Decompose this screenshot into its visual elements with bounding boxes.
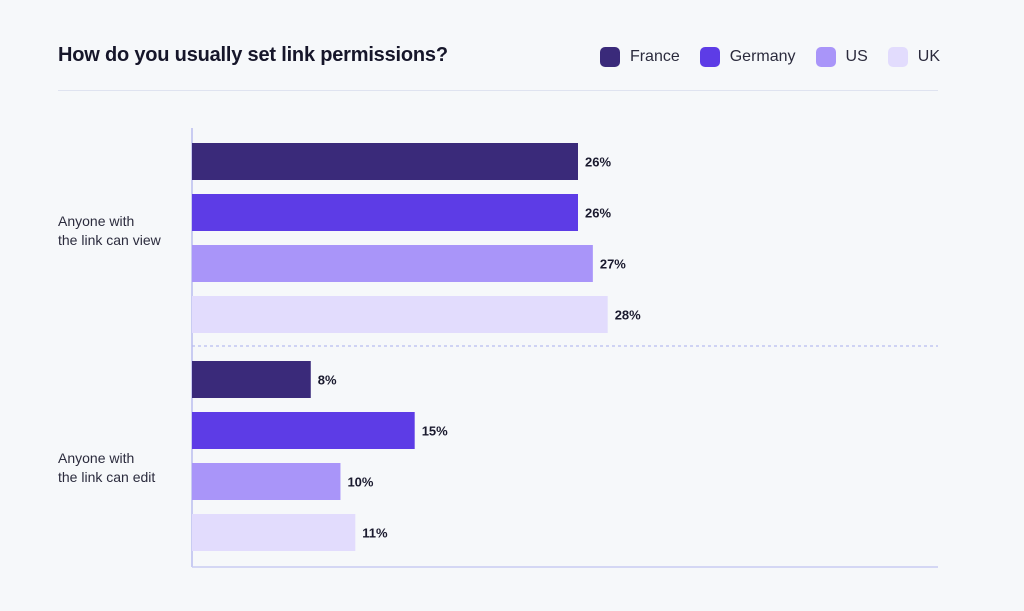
bar-edit-us	[192, 463, 341, 500]
legend-label-us: US	[845, 48, 868, 65]
data-label-edit-uk: 11%	[362, 526, 388, 541]
category-label-view: Anyone with the link can view	[58, 212, 178, 250]
category-label-edit: Anyone with the link can edit	[58, 449, 178, 487]
category-label-edit-line1: Anyone with	[58, 450, 135, 466]
bar-edit-germany	[192, 412, 415, 449]
legend-item-germany: Germany	[699, 47, 796, 67]
legend-swatch-germany	[699, 47, 720, 67]
data-label-view-france: 26%	[585, 155, 611, 170]
bar-edit-uk	[192, 514, 356, 551]
data-label-edit-france: 8%	[318, 373, 337, 388]
data-label-view-germany: 26%	[585, 206, 611, 221]
legend: France Germany US UK	[580, 47, 940, 67]
header-divider	[58, 90, 938, 91]
category-label-view-line1: Anyone with	[58, 213, 135, 229]
bar-edit-france	[192, 361, 311, 398]
legend-label-germany: Germany	[729, 48, 796, 65]
legend-swatch-us	[815, 47, 836, 67]
bar-view-france	[192, 143, 578, 180]
bar-view-us	[192, 245, 593, 282]
category-label-view-line2: the link can view	[58, 232, 161, 248]
bar-view-germany	[192, 194, 578, 231]
legend-item-uk: UK	[887, 47, 940, 67]
legend-item-france: France	[599, 47, 680, 67]
bar-view-uk	[192, 296, 608, 333]
legend-swatch-uk	[887, 47, 908, 67]
data-label-view-us: 27%	[600, 257, 626, 272]
data-label-view-uk: 28%	[615, 308, 641, 323]
legend-label-uk: UK	[917, 48, 940, 65]
category-label-edit-line2: the link can edit	[58, 469, 156, 485]
legend-label-france: France	[629, 48, 680, 65]
data-label-edit-germany: 15%	[422, 424, 448, 439]
chart-title: How do you usually set link permissions?	[58, 44, 448, 66]
legend-item-us: US	[815, 47, 868, 67]
data-label-edit-us: 10%	[347, 475, 373, 490]
legend-swatch-france	[599, 47, 620, 67]
